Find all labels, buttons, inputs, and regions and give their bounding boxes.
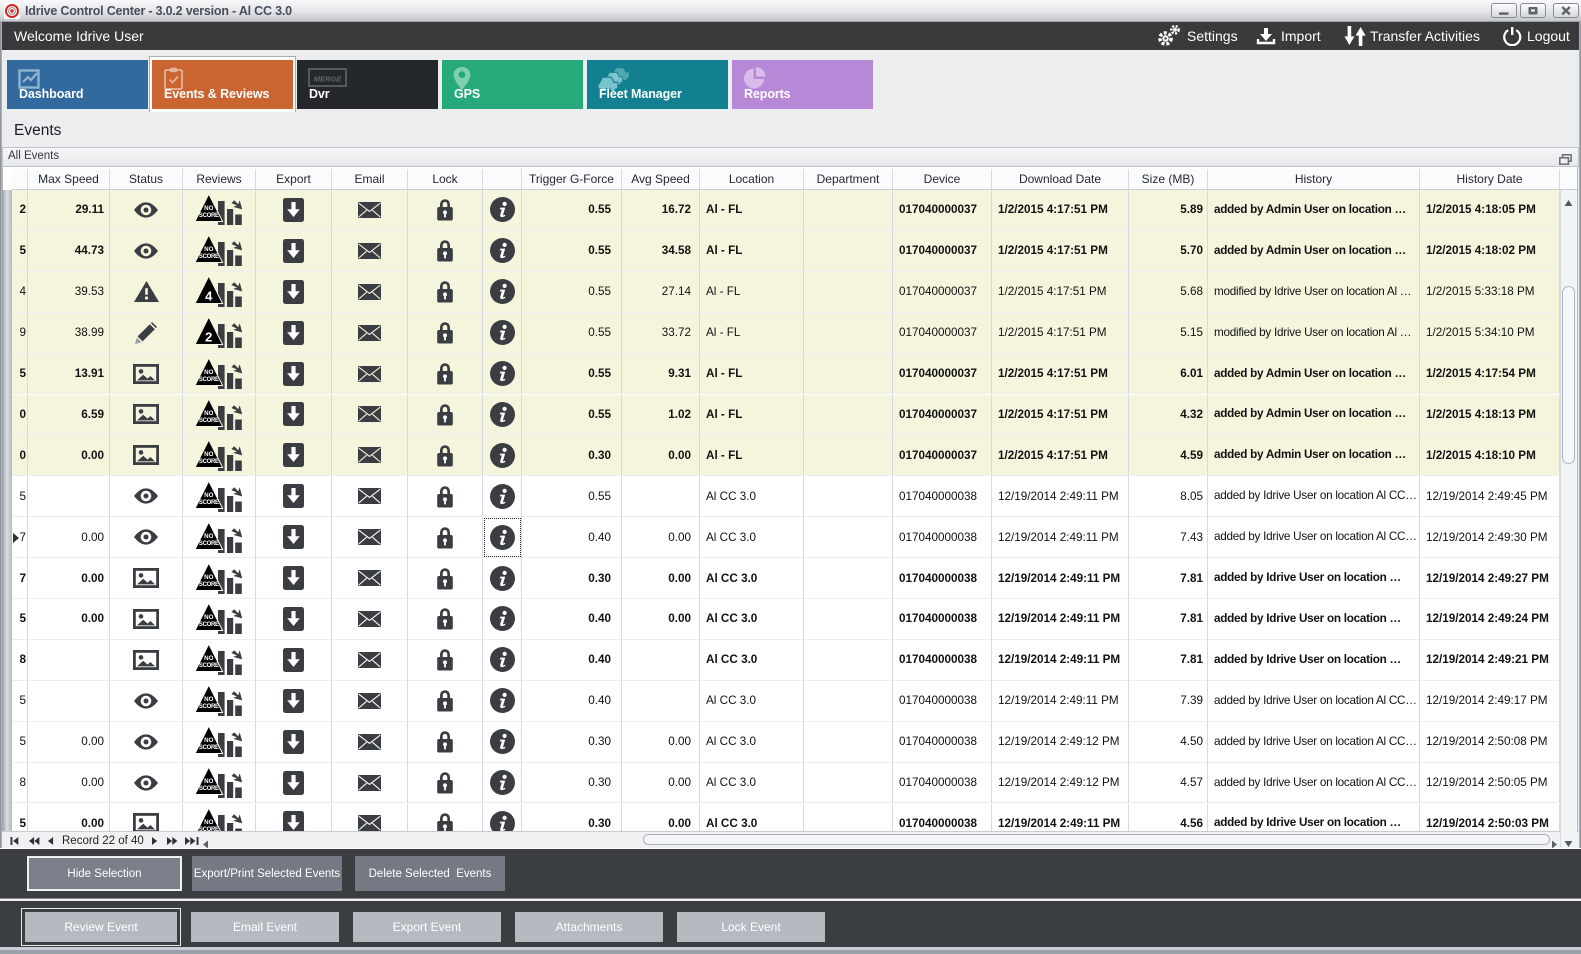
svg-text:NO: NO [204, 492, 213, 499]
svg-text:SCORE: SCORE [198, 459, 218, 465]
svg-text:NO: NO [204, 819, 213, 826]
svg-text:SCORE: SCORE [198, 664, 218, 670]
svg-text:SCORE: SCORE [198, 582, 218, 588]
svg-text:NO: NO [204, 656, 213, 663]
svg-text:NO: NO [204, 615, 213, 622]
svg-text:SCORE: SCORE [198, 255, 218, 261]
svg-text:SCORE: SCORE [198, 827, 218, 831]
svg-text:2: 2 [205, 330, 212, 345]
svg-text:NO: NO [204, 737, 213, 744]
svg-text:SCORE: SCORE [198, 745, 218, 751]
svg-text:SCORE: SCORE [198, 418, 218, 424]
svg-text:NO: NO [204, 369, 213, 376]
svg-text:SCORE: SCORE [198, 541, 218, 547]
svg-text:NO: NO [204, 451, 213, 458]
svg-text:SCORE: SCORE [198, 214, 218, 220]
svg-text:MERGE: MERGE [314, 75, 343, 84]
svg-text:NO: NO [204, 247, 213, 254]
svg-text:NO: NO [204, 410, 213, 417]
svg-text:SCORE: SCORE [198, 786, 218, 792]
svg-text:NO: NO [204, 574, 213, 581]
svg-text:NO: NO [204, 533, 213, 540]
svg-text:SCORE: SCORE [198, 377, 218, 383]
svg-text:NO: NO [204, 696, 213, 703]
svg-text:4: 4 [205, 289, 213, 304]
svg-text:SCORE: SCORE [198, 500, 218, 506]
svg-text:NO: NO [204, 778, 213, 785]
svg-text:SCORE: SCORE [198, 704, 218, 710]
svg-text:SCORE: SCORE [198, 623, 218, 629]
svg-text:NO: NO [204, 206, 213, 213]
